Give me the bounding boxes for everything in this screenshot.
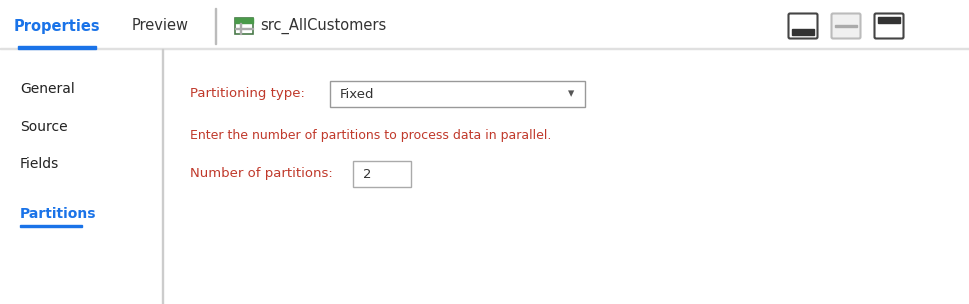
FancyBboxPatch shape <box>353 161 411 187</box>
Text: Enter the number of partitions to process data in parallel.: Enter the number of partitions to proces… <box>190 130 551 143</box>
Text: Preview: Preview <box>132 19 189 33</box>
FancyBboxPatch shape <box>874 13 903 39</box>
Bar <box>240 23 241 34</box>
FancyBboxPatch shape <box>235 18 253 34</box>
Bar <box>20 224 82 227</box>
Bar <box>235 28 253 29</box>
Bar <box>162 49 163 304</box>
Text: General: General <box>20 82 75 96</box>
Text: Source: Source <box>20 120 68 134</box>
Bar <box>0 48 969 49</box>
FancyBboxPatch shape <box>789 13 818 39</box>
FancyBboxPatch shape <box>330 81 585 107</box>
Text: Properties: Properties <box>14 19 101 33</box>
Text: src_AllCustomers: src_AllCustomers <box>260 18 387 34</box>
FancyBboxPatch shape <box>831 13 860 39</box>
Text: 2: 2 <box>363 168 371 181</box>
Bar <box>18 46 96 49</box>
Text: Number of partitions:: Number of partitions: <box>190 168 332 181</box>
Text: ▾: ▾ <box>568 88 574 101</box>
Text: Fields: Fields <box>20 157 59 171</box>
Bar <box>235 18 253 23</box>
Text: Fixed: Fixed <box>340 88 374 101</box>
Bar <box>792 29 814 35</box>
Bar <box>215 8 216 44</box>
Bar <box>835 25 857 27</box>
Text: Partitioning type:: Partitioning type: <box>190 88 305 101</box>
Text: Partitions: Partitions <box>20 207 97 221</box>
Bar <box>878 17 900 23</box>
